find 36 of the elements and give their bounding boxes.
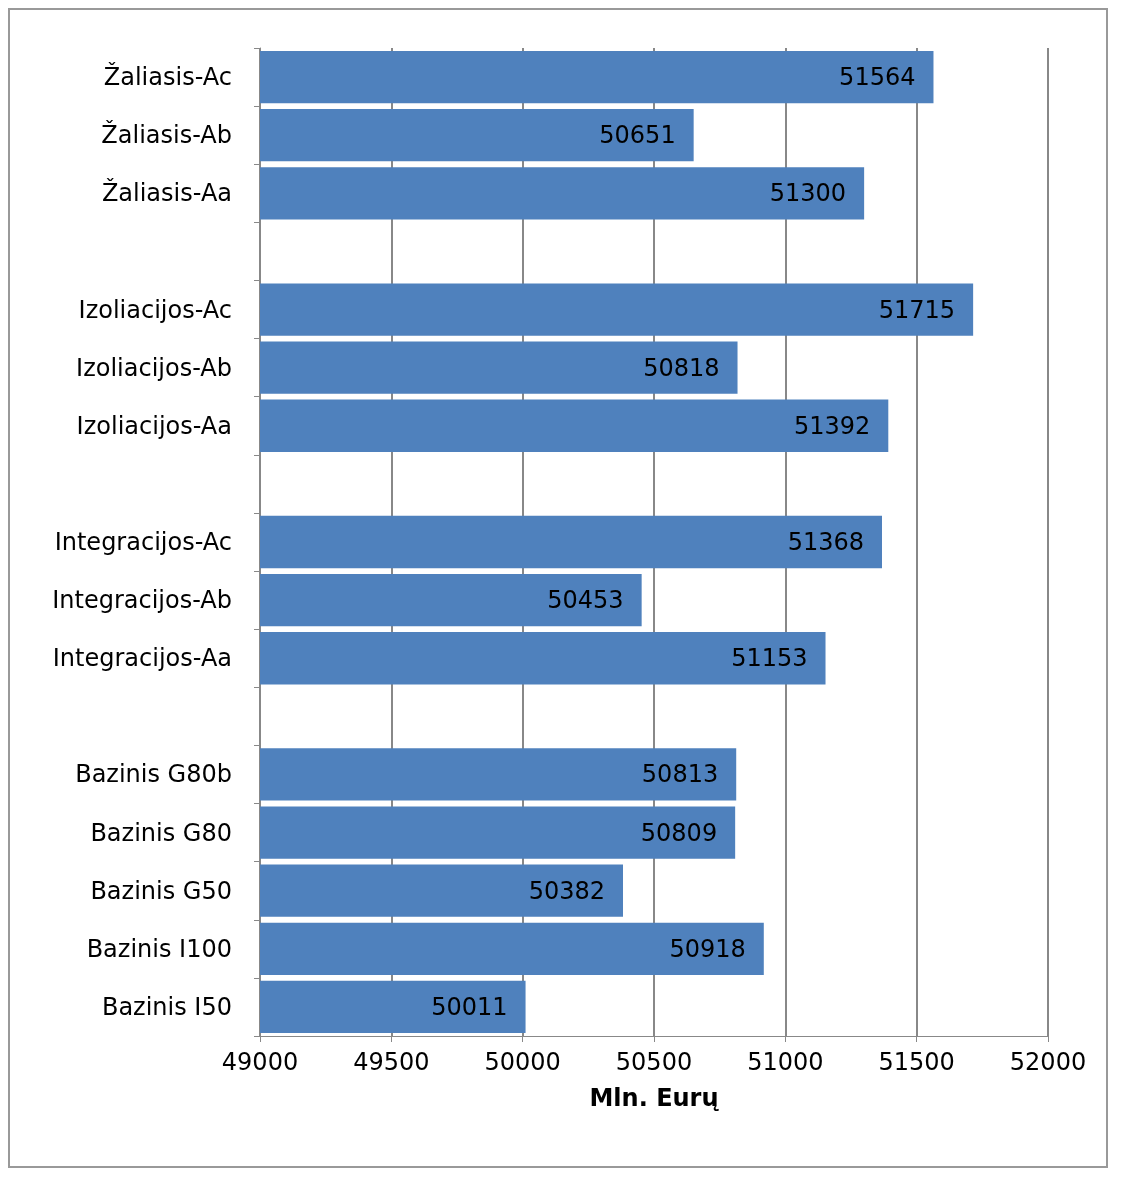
data-label: 50918 [669, 934, 746, 963]
y-tick-label: Bazinis I100 [86, 934, 232, 963]
data-label: 50818 [643, 353, 720, 382]
x-tick-label: 51500 [878, 1048, 955, 1076]
data-label: 51153 [731, 644, 808, 673]
y-tick-label: Bazinis G50 [90, 876, 232, 905]
y-tick-label: Bazinis I50 [101, 992, 232, 1021]
x-tick-label: 50000 [484, 1048, 561, 1076]
y-tick-label: Žaliasis-Aa [101, 178, 232, 208]
y-tick-label: Žaliasis-Ac [103, 62, 232, 92]
y-tick-label: Bazinis G80 [90, 818, 232, 847]
data-label: 51715 [878, 295, 956, 324]
data-label: 50651 [599, 121, 676, 150]
data-label: 50813 [641, 760, 719, 789]
data-label: 51392 [793, 411, 871, 440]
x-tick-label: 52000 [1009, 1048, 1087, 1076]
y-tick-label: Integracijos-Ab [52, 586, 232, 615]
data-label: 50011 [431, 992, 508, 1021]
data-label: 50382 [528, 876, 606, 905]
y-tick-label: Integracijos-Ac [54, 528, 232, 556]
data-label: 51564 [839, 63, 916, 92]
x-tick-label: 51000 [747, 1048, 824, 1076]
y-tick-label: Žaliasis-Ab [101, 120, 232, 150]
y-tick-label: Izoliacijos-Aa [76, 411, 232, 440]
data-label: 50809 [640, 818, 718, 847]
data-label: 51300 [769, 179, 847, 208]
y-tick-label: Izoliacijos-Ab [76, 353, 232, 382]
data-label: 50453 [547, 586, 624, 615]
data-label: 51368 [787, 528, 864, 556]
x-axis-title: Mln. Eurų [589, 1084, 720, 1112]
x-tick-label: 49500 [353, 1048, 430, 1076]
x-tick-label: 49000 [221, 1048, 299, 1076]
y-tick-label: Bazinis G80b [75, 760, 232, 789]
x-tick-label: 50500 [615, 1048, 693, 1076]
y-tick-label: Integracijos-Aa [52, 644, 232, 673]
y-tick-label: Izoliacijos-Ac [78, 295, 232, 324]
